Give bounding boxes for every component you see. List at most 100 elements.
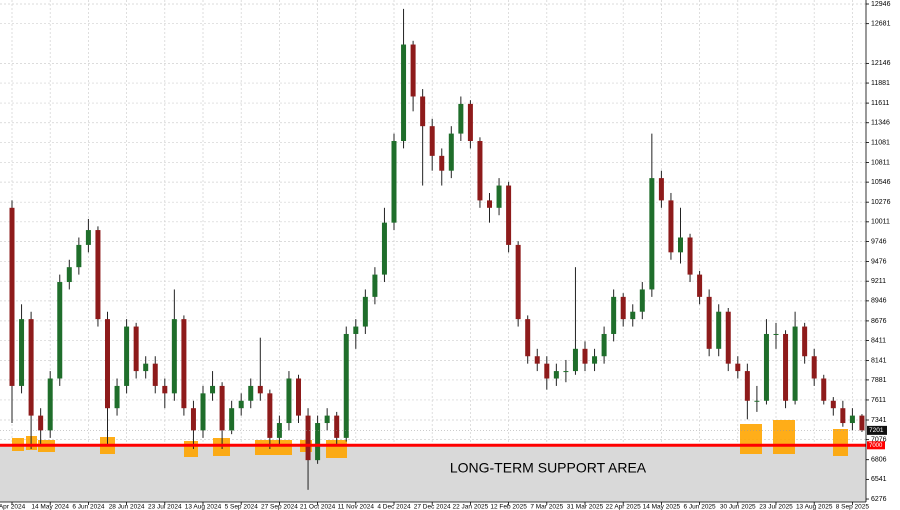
candle-body [458,103,464,134]
y-tick-label: 8141 [871,357,887,364]
candle-body [572,348,578,372]
candle-body [315,423,321,461]
y-tick-label: 9211 [871,278,886,285]
candle-body [229,408,235,431]
candle-body [849,415,855,424]
support-price-box [867,441,885,450]
touch-box [184,441,198,457]
x-tick-label: 12 Feb 2025 [490,504,527,510]
candles [9,8,865,490]
y-tick-label: 6806 [871,457,887,464]
touch-box [773,420,795,454]
candle-body [372,274,378,297]
candle-body [420,96,426,127]
candle-body [668,200,674,253]
touch-box [833,429,848,456]
y-tick-label: 11346 [871,120,890,127]
candle-body [467,103,473,142]
candle-body [391,141,397,223]
candle-body [783,333,789,401]
candle-body [181,319,187,409]
x-tick-label: 21 Oct 2024 [300,504,336,510]
candle-body [343,333,349,438]
candle-body [601,333,607,357]
candle-body [525,319,531,357]
y-tick-label: 8946 [871,298,887,305]
last-price-label: 7201 [869,427,884,434]
y-tick-label: 8411 [871,337,886,344]
candle-body [592,356,598,364]
x-tick-label: 5 Sep 2024 [225,504,259,510]
candle-body [124,326,130,386]
candle-body [639,289,645,312]
candle-body [448,133,454,171]
x-tick-label: 7 Mar 2025 [530,504,563,510]
candle-body [257,385,263,394]
candle-body [286,378,292,424]
support-area [0,445,866,502]
candle-body [697,274,703,297]
candle-body [630,311,636,320]
candle-body [821,378,827,401]
y-tick-label: 11611 [871,100,890,107]
candle-body [754,400,760,402]
x-tick-label: Apr 2024 [0,504,26,510]
touch-box [740,424,762,454]
candle-body [735,363,741,372]
candle-body [582,348,588,364]
candle-body [171,319,177,394]
x-tick-label: 11 Nov 2024 [338,504,375,510]
candle-body [28,319,34,416]
candle-body [439,155,445,171]
x-tick-label: 4 Dec 2024 [377,504,411,510]
y-tick-label: 7611 [871,397,886,404]
zone-label: LONG-TERM SUPPORT AREA [450,460,647,476]
x-tick-label: 13 Aug 2024 [185,504,222,510]
x-tick-label: 14 May 2025 [643,504,681,510]
candle-body [238,400,244,409]
touch-box [213,438,230,456]
candle-body [190,408,196,431]
candle-body [544,363,550,379]
candle-body [162,385,168,394]
candle-body [744,371,750,401]
candle-body [38,415,44,431]
candle-body [9,207,15,386]
candle-body [219,385,225,431]
candle-body [830,400,836,409]
support-zone [0,445,866,502]
y-tick-label: 7341 [871,417,887,424]
candle-body [496,185,502,208]
x-tick-label: 8 Sep 2025 [836,504,870,510]
candle-body [401,44,407,142]
overlay [0,430,866,447]
candle-body [296,378,301,416]
y-tick-label: 11881 [871,80,890,87]
y-tick-label: 12946 [871,1,891,8]
candle-body [305,415,311,461]
candle-body [210,385,216,394]
candle-body [515,244,521,320]
candle-body [859,415,865,431]
x-tick-label: 23 Jul 2024 [148,504,182,510]
x-tick-label: 23 Jul 2025 [759,504,793,510]
candle-body [649,178,655,290]
candle-body [563,371,569,373]
x-tick-label: 27 Dec 2024 [414,504,451,510]
candle-body [105,319,110,409]
candle-body [716,311,722,349]
y-tick-label: 8676 [871,318,887,325]
candle-body [66,267,72,283]
y-tick-label: 9476 [871,258,887,265]
y-tick-label: 12146 [871,60,891,67]
x-tick-label: 22 Jan 2025 [453,504,489,510]
candle-body [57,282,63,379]
candle-body [506,185,512,245]
y-tick-label: 10811 [871,159,890,166]
y-tick-label: 10011 [871,219,890,226]
candle-body [763,333,769,401]
candle-body [324,415,330,424]
